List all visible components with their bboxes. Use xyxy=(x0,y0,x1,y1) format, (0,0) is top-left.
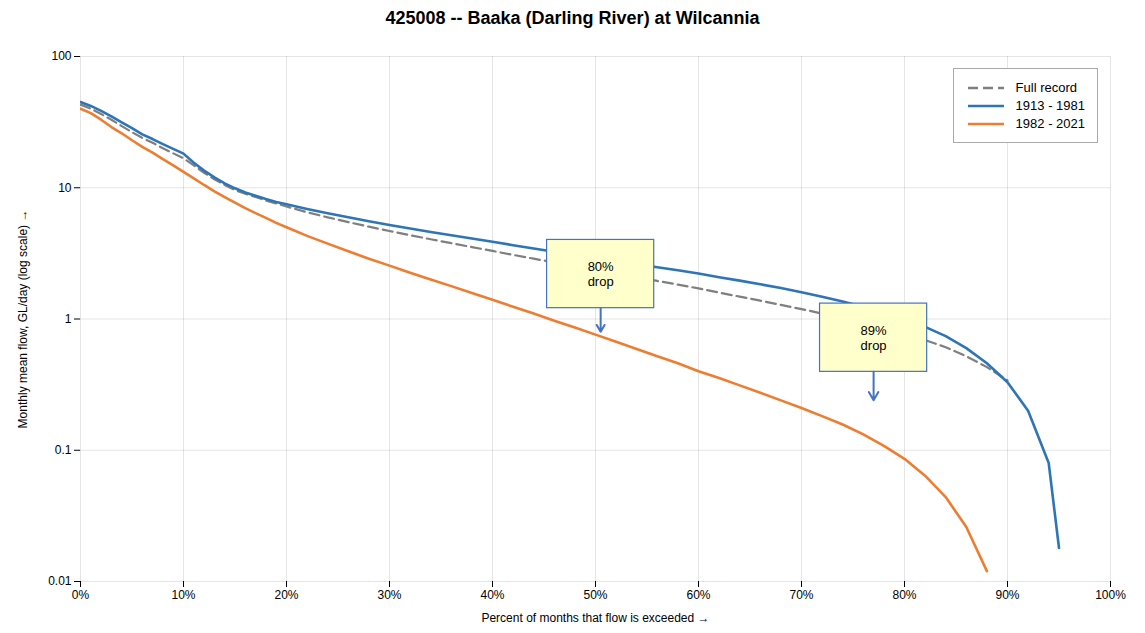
html-text:1913 - 1981: 1913 - 1981 xyxy=(1015,98,1085,113)
svg-text:1: 1 xyxy=(65,312,72,326)
svg-text:20%: 20% xyxy=(274,588,298,602)
svg-text:Percent of months that flow is: Percent of months that flow is exceeded … xyxy=(481,611,709,625)
svg-text:100: 100 xyxy=(51,49,71,63)
html-text:425008 -- Baaka (Darling River: 425008 -- Baaka (Darling River) at Wilca… xyxy=(385,8,760,28)
svg-text:70%: 70% xyxy=(789,588,813,602)
svg-text:100%: 100% xyxy=(1095,588,1126,602)
svg-text:Monthly mean flow, GL/day (log: Monthly mean flow, GL/day (log scale) → xyxy=(16,210,30,429)
svg-text:80%drop: 80%drop xyxy=(588,259,614,289)
svg-text:40%: 40% xyxy=(480,588,504,602)
svg-text:0%: 0% xyxy=(72,588,90,602)
svg-text:0.1: 0.1 xyxy=(55,443,72,457)
html-text:1982 - 2021: 1982 - 2021 xyxy=(1015,116,1085,131)
svg-text:10: 10 xyxy=(58,181,72,195)
svg-text:90%: 90% xyxy=(995,588,1019,602)
svg-text:30%: 30% xyxy=(377,588,401,602)
svg-text:89%drop: 89%drop xyxy=(861,323,887,353)
html-text:Full record: Full record xyxy=(1015,80,1077,95)
svg-text:0.01: 0.01 xyxy=(48,574,72,588)
svg-text:10%: 10% xyxy=(171,588,195,602)
svg-text:80%: 80% xyxy=(892,588,916,602)
svg-text:60%: 60% xyxy=(686,588,710,602)
svg-text:50%: 50% xyxy=(583,588,607,602)
